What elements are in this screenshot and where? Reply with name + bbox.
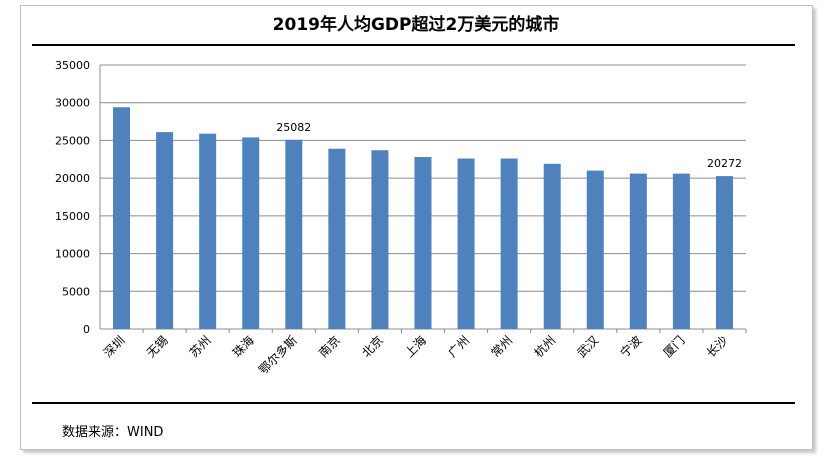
bar <box>457 158 475 329</box>
x-tick-label: 苏州 <box>187 333 214 360</box>
y-tick-label: 30000 <box>55 97 90 110</box>
source-note: 数据来源：WIND <box>62 425 164 440</box>
y-tick-label: 20000 <box>55 172 90 185</box>
bar <box>586 170 604 329</box>
x-tick-label: 南京 <box>315 333 343 361</box>
y-tick-label: 25000 <box>55 134 90 147</box>
x-tick-label: 杭州 <box>531 333 559 361</box>
bar <box>371 150 389 329</box>
bar <box>715 176 733 329</box>
x-tick-label: 珠海 <box>229 333 257 361</box>
bar <box>285 139 303 329</box>
bar <box>543 163 561 329</box>
bar <box>199 133 217 329</box>
y-tick-label: 0 <box>83 323 90 336</box>
x-tick-label: 上海 <box>402 333 430 361</box>
bar <box>328 148 346 329</box>
y-tick-label: 15000 <box>55 210 90 223</box>
chart-title: 2019年人均GDP超过2万美元的城市 <box>272 15 560 35</box>
x-tick-label: 宁波 <box>617 333 645 361</box>
source-rule <box>32 402 795 404</box>
bar <box>414 157 432 329</box>
bar <box>500 158 518 329</box>
data-label: 20272 <box>707 157 742 170</box>
y-tick-label: 5000 <box>62 285 90 298</box>
bar <box>672 173 690 329</box>
bar <box>113 107 131 330</box>
y-tick-label: 35000 <box>55 59 90 72</box>
x-tick-label: 武汉 <box>575 333 602 360</box>
bar <box>629 173 647 329</box>
x-tick-label: 无锡 <box>143 333 171 361</box>
data-label: 25082 <box>276 121 311 134</box>
bar <box>242 137 260 329</box>
x-tick-label: 常州 <box>488 333 515 360</box>
title-rule <box>32 44 795 46</box>
x-tick-label: 深圳 <box>101 333 128 360</box>
x-tick-label: 北京 <box>359 333 386 360</box>
x-tick-label: 长沙 <box>704 333 731 360</box>
x-tick-label: 厦门 <box>660 333 688 361</box>
x-tick-label: 广州 <box>445 333 472 360</box>
bar <box>156 132 174 329</box>
y-tick-label: 10000 <box>55 248 90 261</box>
x-tick-label: 鄂尔多斯 <box>255 333 300 378</box>
